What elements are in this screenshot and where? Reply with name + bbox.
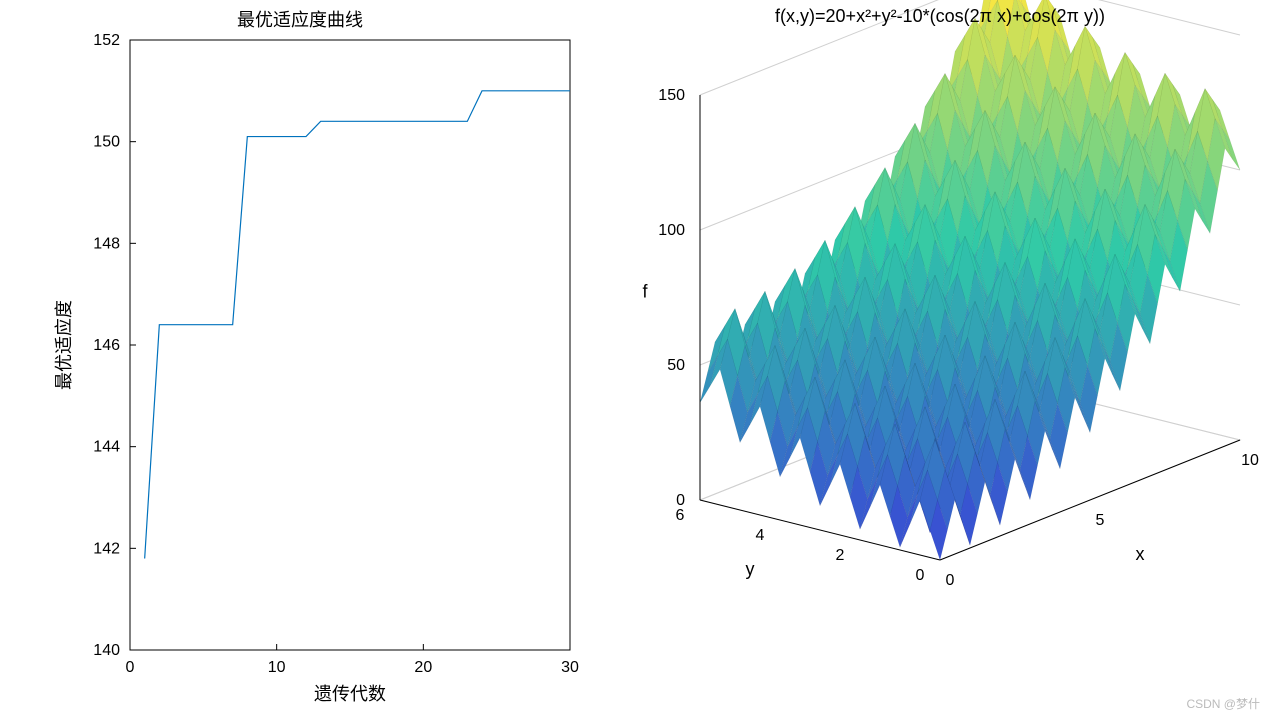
z3d-label: f xyxy=(642,282,648,302)
y-tick-label: 140 xyxy=(93,642,120,659)
y3d-tick: 6 xyxy=(676,507,685,524)
right-chart-title: f(x,y)=20+x²+y²-10*(cos(2π x)+cos(2π y)) xyxy=(600,6,1280,27)
y3d-label: y xyxy=(746,559,755,579)
x-tick-label: 20 xyxy=(414,659,432,676)
left-chart-title: 最优适应度曲线 xyxy=(0,6,600,32)
x-tick-label: 10 xyxy=(268,659,286,676)
plot-box xyxy=(130,40,570,650)
right-chart-svg: 05100246050100150xyf xyxy=(600,0,1280,720)
z3d-tick: 150 xyxy=(658,87,685,104)
left-chart-svg: 0 10 20 30 140 142 144 146 148 150 152 遗传代数 最优适应度 xyxy=(0,0,600,720)
y3d-tick: 4 xyxy=(756,527,765,544)
x-axis-label: 遗传代数 xyxy=(314,684,386,704)
x3d-tick: 10 xyxy=(1241,452,1259,469)
x3d-tick: 5 xyxy=(1096,512,1105,529)
z3d-tick: 50 xyxy=(667,357,685,374)
right-chart-panel: f(x,y)=20+x²+y²-10*(cos(2π x)+cos(2π y))… xyxy=(600,0,1280,720)
watermark-text: CSDN @梦什 xyxy=(1186,695,1260,712)
y3d-tick: 2 xyxy=(836,547,845,564)
x3d-label: x xyxy=(1136,544,1145,564)
left-chart-panel: 最优适应度曲线 0 10 20 30 140 142 144 146 148 150 152 遗传代数… xyxy=(0,0,600,720)
y-tick-label: 142 xyxy=(93,540,120,557)
y-tick-label: 152 xyxy=(93,32,120,49)
y3d-tick: 0 xyxy=(916,567,925,584)
surface-mesh xyxy=(700,0,1240,560)
figure-container: 最优适应度曲线 0102030140142144146148150152遗传代数… xyxy=(0,0,1280,720)
y-tick-label: 148 xyxy=(93,235,120,252)
x-tick-label: 30 xyxy=(561,659,579,676)
y-tick-label: 150 xyxy=(93,134,120,151)
y-tick-label: 144 xyxy=(93,439,120,456)
x-tick-label: 0 xyxy=(126,659,135,676)
z3d-tick: 100 xyxy=(658,222,685,239)
y-tick-label: 146 xyxy=(93,337,120,354)
x3d-tick: 0 xyxy=(946,572,955,589)
z3d-tick: 0 xyxy=(676,492,685,509)
y-axis-label: 最优适应度 xyxy=(54,300,74,390)
